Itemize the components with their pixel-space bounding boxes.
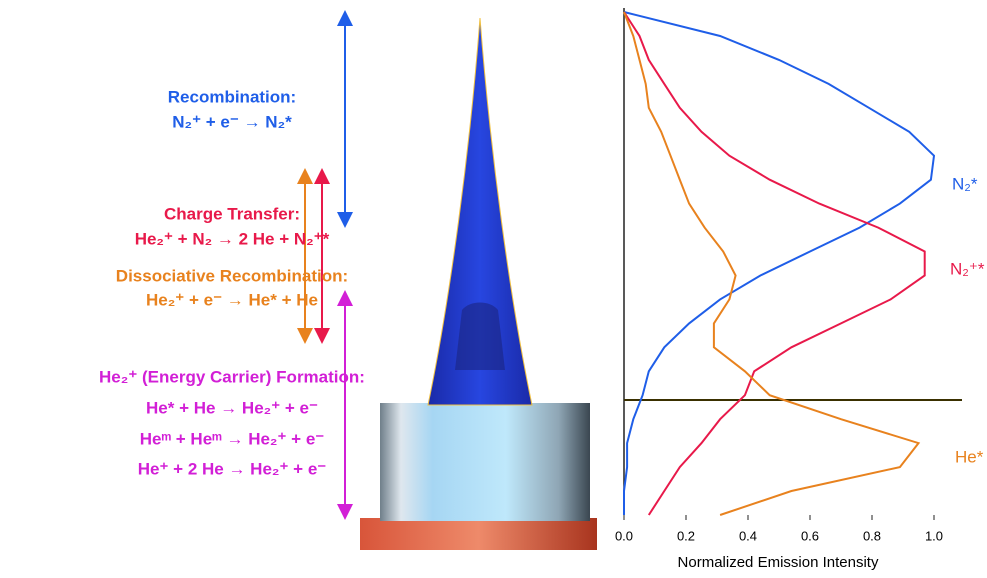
series-label: He* bbox=[955, 447, 984, 466]
profile-line bbox=[624, 12, 934, 515]
profile-line bbox=[624, 12, 925, 515]
x-tick-label: 0.2 bbox=[677, 528, 695, 543]
reaction: N₂⁺ + e⁻ → N₂* bbox=[172, 112, 292, 131]
reaction: He₂⁺ + e⁻ → He* + He bbox=[146, 290, 318, 309]
reaction: He₂⁺ + N₂ → 2 He + N₂⁺* bbox=[135, 229, 330, 248]
x-tick-label: 0.8 bbox=[863, 528, 881, 543]
plasma-jet-illustration bbox=[360, 18, 597, 550]
process-title: Recombination: bbox=[168, 87, 296, 106]
process-title: He₂⁺ (Energy Carrier) Formation: bbox=[99, 367, 365, 386]
profile-line bbox=[624, 12, 919, 515]
chart: Normalized Emission Intensity 0.0 0.2 0.4 0… bbox=[615, 8, 985, 571]
series-label: N₂* bbox=[952, 174, 978, 193]
x-axis-title: Normalized Emission Intensity bbox=[678, 554, 879, 571]
x-tick-label: 0.6 bbox=[801, 528, 819, 543]
series-label: N₂⁺* bbox=[950, 259, 985, 278]
x-tick-label: 1.0 bbox=[925, 528, 943, 543]
reaction: He* + He → He₂⁺ + e⁻ bbox=[146, 398, 318, 417]
reaction: He⁺ + 2 He → He₂⁺ + e⁻ bbox=[138, 459, 327, 478]
x-tick-label: 0.4 bbox=[739, 528, 757, 543]
process-title: Dissociative Recombination: bbox=[116, 266, 348, 285]
annotations: Recombination: N₂⁺ + e⁻ → N₂* Charge Trans… bbox=[99, 87, 365, 478]
figure: Recombination: N₂⁺ + e⁻ → N₂* Charge Trans… bbox=[0, 0, 987, 573]
reaction: Heᵐ + Heᵐ → He₂⁺ + e⁻ bbox=[140, 429, 325, 448]
x-tick-label: 0.0 bbox=[615, 528, 633, 543]
process-title: Charge Transfer: bbox=[164, 204, 300, 223]
